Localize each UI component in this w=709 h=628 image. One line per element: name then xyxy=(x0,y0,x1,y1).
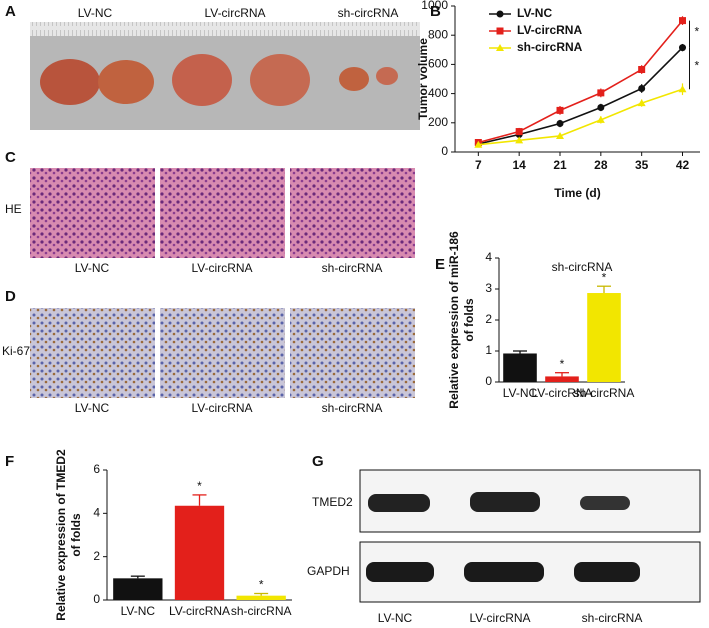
x-tick-label: 21 xyxy=(553,158,567,172)
point xyxy=(515,136,524,144)
x-tick-label: LV-circRNA xyxy=(169,604,230,618)
y-tick-label: 3 xyxy=(485,281,492,295)
stain-label: HE xyxy=(5,202,22,216)
group-label: sh-circRNA xyxy=(322,401,383,415)
x-tick-label: 7 xyxy=(475,158,482,172)
stain-label: Ki-67 xyxy=(2,344,30,358)
panel-d-images xyxy=(30,308,415,398)
x-tick-label: LV-NC xyxy=(121,604,156,618)
y-tick-label: 400 xyxy=(428,86,448,100)
panel-g-blots xyxy=(359,469,701,603)
point xyxy=(556,131,564,139)
panel-letter: D xyxy=(5,288,16,305)
point xyxy=(678,85,687,93)
bar xyxy=(545,376,579,382)
x-tick-label: 42 xyxy=(676,158,690,172)
group-label: LV-NC xyxy=(75,401,110,415)
point xyxy=(597,103,605,111)
x-tick-label: LV-NC xyxy=(503,386,538,400)
band-label: GAPDH xyxy=(307,564,350,578)
point xyxy=(474,140,483,148)
panel-a-image xyxy=(30,22,420,130)
x-tick-label: 14 xyxy=(512,158,526,172)
panel-letter: C xyxy=(5,149,16,166)
panel-letter: G xyxy=(312,453,324,470)
y-axis-label: of folds xyxy=(462,298,476,342)
y-tick-label: 2 xyxy=(485,312,492,326)
y-tick-label: 600 xyxy=(428,57,448,71)
point xyxy=(638,84,646,92)
legend-marker xyxy=(496,10,504,18)
series-line xyxy=(478,20,684,144)
legend-label: LV-circRNA xyxy=(517,23,582,37)
legend-label: sh-circRNA xyxy=(517,40,583,54)
panel-letter: B xyxy=(430,3,441,20)
panel-letter: E xyxy=(435,256,445,273)
significance: * xyxy=(695,59,700,73)
point xyxy=(679,44,686,52)
legend-label: LV-NC xyxy=(517,6,552,20)
series-line xyxy=(478,88,683,146)
point xyxy=(637,99,646,107)
panel-c-images xyxy=(30,168,415,258)
y-tick-label: 1000 xyxy=(421,0,448,12)
point xyxy=(515,128,523,136)
y-axis-label: Relative expression of miR-186 xyxy=(447,231,461,409)
group-label: LV-circRNA xyxy=(191,261,252,275)
y-tick-label: 2 xyxy=(93,549,100,563)
group-label: LV-circRNA xyxy=(191,401,252,415)
point xyxy=(596,115,605,123)
point xyxy=(597,89,605,97)
group-label: LV-circRNA xyxy=(204,6,265,20)
significance: * xyxy=(197,479,202,493)
significance: * xyxy=(259,578,264,592)
lane-label: LV-NC xyxy=(378,611,413,625)
y-tick-label: 6 xyxy=(93,462,100,476)
y-axis-label: Relative expression of TMED2 xyxy=(54,449,68,621)
y-tick-label: 1 xyxy=(485,343,492,357)
y-tick-label: 4 xyxy=(485,250,492,264)
x-tick-label: 35 xyxy=(635,158,649,172)
group-label: sh-circRNA xyxy=(338,6,399,20)
x-tick-label: LV-circRNA xyxy=(531,386,592,400)
band-label: TMED2 xyxy=(312,495,353,509)
significance: * xyxy=(695,24,700,38)
point xyxy=(556,120,564,128)
panel-letter: F xyxy=(5,453,14,470)
point xyxy=(556,106,564,114)
group-label: sh-circRNA xyxy=(322,261,383,275)
lane-label: LV-circRNA xyxy=(469,611,530,625)
bar xyxy=(587,293,621,382)
group-label: LV-NC xyxy=(75,261,110,275)
y-tick-label: 0 xyxy=(441,144,448,158)
panel-letter: A xyxy=(5,3,16,20)
significance: * xyxy=(602,270,607,284)
x-axis-label: Time (d) xyxy=(554,186,600,200)
bar xyxy=(174,505,225,600)
y-axis-label: of folds xyxy=(69,513,83,557)
y-tick-label: 0 xyxy=(485,374,492,388)
y-tick-label: 200 xyxy=(428,115,448,129)
x-tick-label: 28 xyxy=(594,158,608,172)
significance: * xyxy=(560,357,565,371)
legend-marker xyxy=(496,44,504,51)
bar xyxy=(236,595,286,600)
legend-marker xyxy=(496,27,504,35)
y-tick-label: 4 xyxy=(93,506,100,520)
x-tick-label: sh-circRNA xyxy=(574,386,635,400)
annotation: sh-circRNA xyxy=(552,260,613,274)
x-tick-label: sh-circRNA xyxy=(231,604,292,618)
group-label: LV-NC xyxy=(78,6,113,20)
y-axis-label: Tumor volume xyxy=(416,38,430,120)
point xyxy=(638,66,646,74)
y-tick-label: 0 xyxy=(93,592,100,606)
lane-label: sh-circRNA xyxy=(582,611,643,625)
y-tick-label: 800 xyxy=(428,27,448,41)
point xyxy=(679,17,686,25)
series-line xyxy=(478,47,684,145)
bar xyxy=(113,578,163,600)
bar xyxy=(503,353,537,382)
